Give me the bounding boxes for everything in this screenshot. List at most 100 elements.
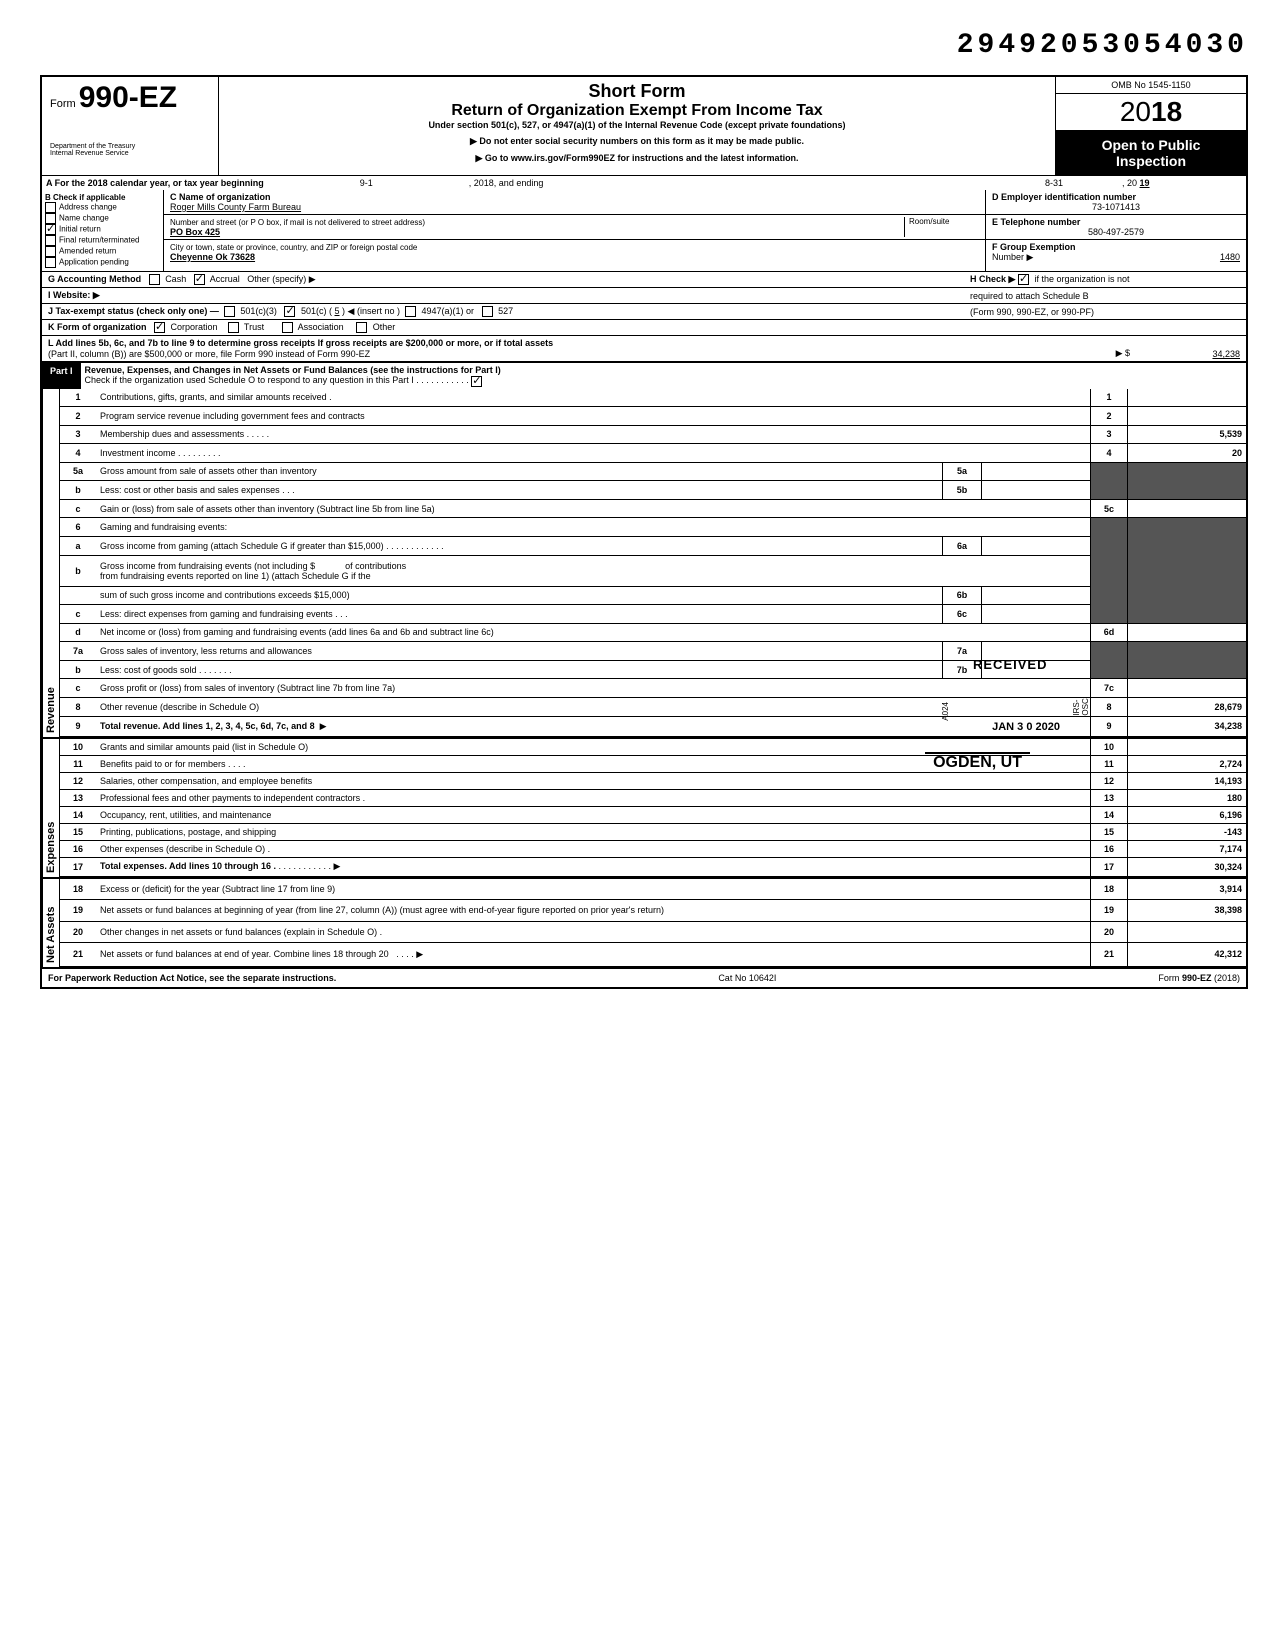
line18: Excess or (deficit) for the year (Subtra… [96,879,1091,900]
opt-amended: Amended return [59,247,116,256]
main-title: Return of Organization Exempt From Incom… [227,102,1047,120]
chk-corp[interactable] [154,322,165,333]
inspection2: Inspection [1060,153,1242,169]
line11: Benefits paid to or for members . . . . [100,759,246,769]
l-value: 34,238 [1130,349,1240,359]
chk-accrual[interactable] [194,274,205,285]
k-label: K Form of organization [48,322,147,332]
line15: Printing, publications, postage, and shi… [96,823,1091,840]
subtitle: Under section 501(c), 527, or 4947(a)(1)… [227,120,1047,130]
j-501c-suffix: ) ◀ (insert no ) [342,306,400,316]
h-text: if the organization is not [1034,274,1129,284]
line12: Salaries, other compensation, and employ… [96,772,1091,789]
inspection1: Open to Public [1060,137,1242,153]
row-a-suffix: , 20 [1122,178,1137,188]
k-corp: Corporation [171,322,218,332]
addr-value: PO Box 425 [170,227,220,237]
dept2: Internal Revenue Service [50,150,210,157]
opt-name: Name change [59,214,109,223]
warn1: ▶ Do not enter social security numbers o… [227,136,1047,147]
amt11: 2,724 [1128,755,1247,772]
line6b3: sum of such gross income and contributio… [96,586,943,605]
opt-final: Final return/terminated [59,236,139,245]
amt13: 180 [1128,789,1247,806]
line6d: Net income or (loss) from gaming and fun… [96,623,1091,642]
chk-address[interactable] [45,202,56,213]
h-text2: required to attach Schedule B [970,291,1240,301]
chk-501c[interactable] [284,306,295,317]
line5a: Gross amount from sale of assets other t… [96,462,943,481]
stamp-received: RECEIVED [973,657,1047,672]
expenses-label: Expenses [45,743,57,873]
tracking-number: 29492053054030 [40,30,1248,61]
row-a: A For the 2018 calendar year, or tax yea… [40,175,1248,190]
part1-check-line: Check if the organization used Schedule … [85,375,469,385]
opt-pending: Application pending [59,258,129,267]
form-header: Form 990-EZ Department of the Treasury I… [40,75,1248,175]
chk-trust[interactable] [228,322,239,333]
line19: Net assets or fund balances at beginning… [96,899,1091,921]
telephone: 580-497-2579 [992,227,1240,237]
f-label2: Number ▶ [992,252,1033,262]
amt17: 30,324 [1128,858,1247,876]
chk-initial[interactable] [45,224,56,235]
line16: Other expenses (describe in Schedule O) … [96,841,1091,858]
row-a-yr: 19 [1140,178,1150,188]
row-a-label: A For the 2018 calendar year, or tax yea… [46,178,264,188]
footer: For Paperwork Reduction Act Notice, see … [40,969,1248,989]
chk-4947[interactable] [405,306,416,317]
b-label: B Check if applicable [45,193,125,202]
city-label: City or town, state or province, country… [170,243,417,252]
chk-other-org[interactable] [356,322,367,333]
row-a-mid: , 2018, and ending [469,178,544,188]
tax-year: 20201818 [1056,94,1246,131]
footer-right-pre: Form [1158,973,1179,983]
h-text3: (Form 990, 990-EZ, or 990-PF) [970,307,1240,317]
lines-wrap: Revenue 1Contributions, gifts, grants, a… [40,389,1248,739]
g-cash: Cash [165,274,186,284]
chk-final[interactable] [45,235,56,246]
short-form-title: Short Form [227,81,1047,102]
chk-amended[interactable] [45,246,56,257]
line6: Gaming and fundraising events: [96,518,1091,537]
line13: Professional fees and other payments to … [96,789,1091,806]
j-527: 527 [498,306,513,316]
form-prefix: Form [50,98,76,110]
line9: Total revenue. Add lines 1, 2, 3, 4, 5c,… [100,721,315,731]
stamp-irsosc: IRS-OSC [1072,690,1090,716]
l-arrow: ▶ $ [1070,348,1130,359]
opt-address: Address change [59,203,117,212]
chk-527[interactable] [482,306,493,317]
line6b: Gross income from fundraising events (no… [96,555,1091,586]
form-number: 990-EZ [79,81,177,114]
line1: Contributions, gifts, grants, and simila… [96,389,1091,407]
line20: Other changes in net assets or fund bala… [96,921,1091,943]
chk-h[interactable] [1018,274,1029,285]
part1-header-row: Part I Revenue, Expenses, and Changes in… [40,362,1248,388]
c-label: C Name of organization [170,192,271,202]
j-501c3: 501(c)(3) [240,306,277,316]
line5c: Gain or (loss) from sale of assets other… [96,499,1091,518]
j-label: J Tax-exempt status (check only one) — [48,306,219,316]
chk-pending[interactable] [45,257,56,268]
section-b: B Check if applicable Address change Nam… [40,190,1248,272]
l-text2: (Part II, column (B)) are $500,000 or mo… [48,349,370,359]
h-label: H Check ▶ [970,274,1015,284]
line7a: Gross sales of inventory, less returns a… [96,642,943,661]
amt8: 28,679 [1128,698,1247,717]
chk-assoc[interactable] [282,322,293,333]
amt21: 42,312 [1128,943,1247,966]
k-assoc: Association [298,322,344,332]
g-other: Other (specify) ▶ [247,274,315,284]
chk-cash[interactable] [149,274,160,285]
chk-501c3[interactable] [224,306,235,317]
line2: Program service revenue including govern… [96,406,1091,425]
line5b: Less: cost or other basis and sales expe… [96,481,943,500]
f-label: F Group Exemption [992,242,1076,252]
line21: Net assets or fund balances at end of ye… [100,949,389,959]
amt14: 6,196 [1128,806,1247,823]
line14: Occupancy, rent, utilities, and maintena… [96,806,1091,823]
chk-part1[interactable] [471,376,482,387]
amt16: 7,174 [1128,841,1247,858]
expenses-wrap: Expenses 10Grants and similar amounts pa… [40,739,1248,879]
